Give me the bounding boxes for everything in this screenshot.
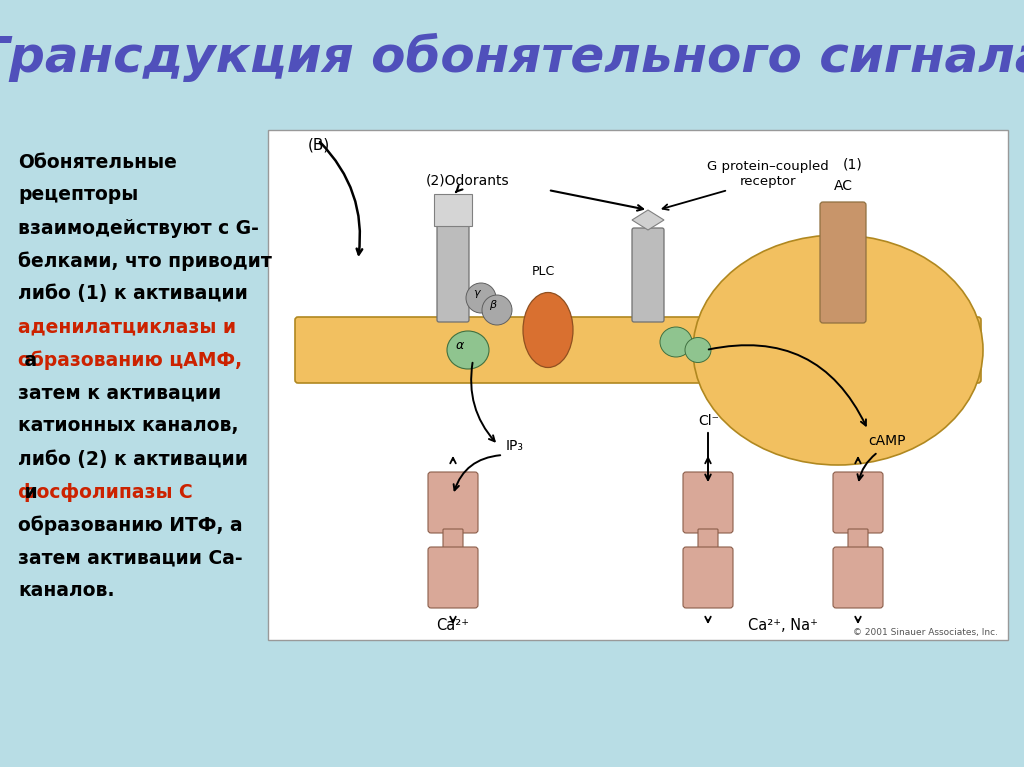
Text: γ: γ [473, 288, 479, 298]
Text: и: и [18, 482, 38, 502]
Text: аденилатциклазы и: аденилатциклазы и [18, 318, 237, 337]
FancyBboxPatch shape [683, 547, 733, 608]
FancyBboxPatch shape [833, 472, 883, 533]
Text: фосфолипазы С: фосфолипазы С [18, 482, 193, 502]
Ellipse shape [482, 295, 512, 325]
Text: α: α [456, 339, 464, 352]
FancyBboxPatch shape [683, 472, 733, 533]
FancyBboxPatch shape [820, 202, 866, 323]
FancyBboxPatch shape [428, 472, 478, 533]
Text: катионных каналов,: катионных каналов, [18, 416, 239, 436]
Text: Cl⁻: Cl⁻ [698, 414, 719, 428]
Text: © 2001 Sinauer Associates, Inc.: © 2001 Sinauer Associates, Inc. [853, 628, 998, 637]
Ellipse shape [466, 283, 496, 313]
Text: либо (2) к активации: либо (2) к активации [18, 449, 248, 469]
Text: receptor: receptor [739, 175, 797, 188]
Text: β: β [489, 300, 496, 310]
FancyBboxPatch shape [443, 529, 463, 551]
Text: PLC: PLC [532, 265, 555, 278]
Text: (B): (B) [308, 138, 331, 153]
Ellipse shape [447, 331, 489, 369]
Ellipse shape [660, 327, 692, 357]
FancyBboxPatch shape [632, 228, 664, 322]
Text: образованию цАМФ,: образованию цАМФ, [18, 351, 242, 370]
Text: рецепторы: рецепторы [18, 186, 138, 205]
Polygon shape [632, 210, 664, 230]
FancyBboxPatch shape [833, 547, 883, 608]
Text: Обонятельные: Обонятельные [18, 153, 177, 172]
FancyBboxPatch shape [848, 529, 868, 551]
Text: либо (1) к активации: либо (1) к активации [18, 285, 248, 304]
Ellipse shape [685, 337, 711, 363]
FancyBboxPatch shape [428, 547, 478, 608]
Text: cAMP: cAMP [868, 434, 905, 448]
Text: IP₃: IP₃ [506, 439, 524, 453]
Text: AC: AC [834, 179, 853, 193]
FancyBboxPatch shape [698, 529, 718, 551]
FancyBboxPatch shape [437, 223, 469, 322]
Text: а: а [18, 351, 37, 370]
Text: G protein–coupled: G protein–coupled [708, 160, 828, 173]
Ellipse shape [693, 235, 983, 465]
Text: каналов.: каналов. [18, 581, 115, 601]
Text: (1): (1) [843, 157, 863, 171]
Text: взаимодействуют с G-: взаимодействуют с G- [18, 219, 259, 238]
Text: Ca²⁺: Ca²⁺ [436, 618, 469, 633]
Text: Трансдукция обонятельного сигнала: Трансдукция обонятельного сигнала [0, 32, 1024, 81]
Text: образованию ИТФ, а: образованию ИТФ, а [18, 515, 243, 535]
FancyBboxPatch shape [295, 317, 981, 383]
Ellipse shape [523, 292, 573, 367]
Text: (2)Odorants: (2)Odorants [426, 174, 510, 188]
Text: белками, что приводит: белками, что приводит [18, 252, 272, 271]
FancyBboxPatch shape [268, 130, 1008, 640]
Text: затем активации Са-: затем активации Са- [18, 548, 243, 568]
Text: Ca²⁺, Na⁺: Ca²⁺, Na⁺ [749, 618, 818, 633]
FancyBboxPatch shape [434, 194, 472, 226]
Text: затем к активации: затем к активации [18, 384, 221, 403]
